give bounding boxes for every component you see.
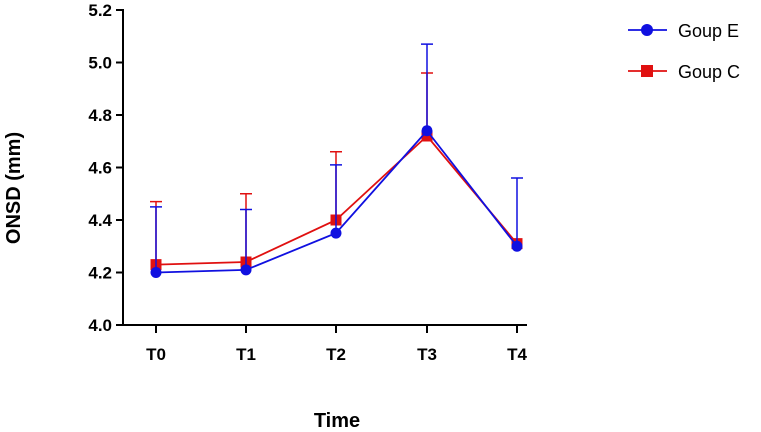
x-ticks: T0 T1 T2 T3 T4 [146, 325, 527, 364]
legend-marker [641, 65, 653, 77]
data-point [421, 125, 433, 137]
legend: Goup E Goup C [628, 21, 740, 82]
data-point [511, 240, 523, 252]
x-tick-label: T3 [417, 345, 437, 364]
x-axis-title: Time [314, 410, 360, 432]
legend-label: Goup E [678, 21, 739, 41]
data-point [150, 267, 162, 278]
x-tick-label: T0 [146, 345, 166, 364]
data-point [240, 264, 252, 276]
y-ticks: 4.0 4.2 4.4 4.6 4.8 5.0 5.2 [88, 1, 123, 335]
x-tick-label: T4 [507, 345, 527, 364]
legend-item: Goup E [628, 21, 739, 41]
y-tick-label: 4.0 [88, 316, 112, 335]
y-tick-label: 5.2 [88, 1, 112, 20]
series-goup-e [150, 43, 523, 278]
x-tick-label: T2 [326, 345, 346, 364]
y-tick-label: 4.4 [88, 211, 112, 230]
legend-item: Goup C [628, 62, 740, 82]
legend-label: Goup C [678, 62, 740, 82]
x-tick-label: T1 [236, 345, 256, 364]
series-layer [150, 43, 523, 278]
y-tick-label: 4.8 [88, 106, 112, 125]
y-tick-label: 4.2 [88, 264, 112, 283]
y-axis-title: ONSD (mm) [3, 132, 25, 244]
data-point [330, 227, 342, 239]
axes [122, 9, 527, 326]
y-tick-label: 4.6 [88, 159, 112, 178]
legend-marker [641, 24, 653, 36]
y-tick-label: 5.0 [88, 54, 112, 73]
